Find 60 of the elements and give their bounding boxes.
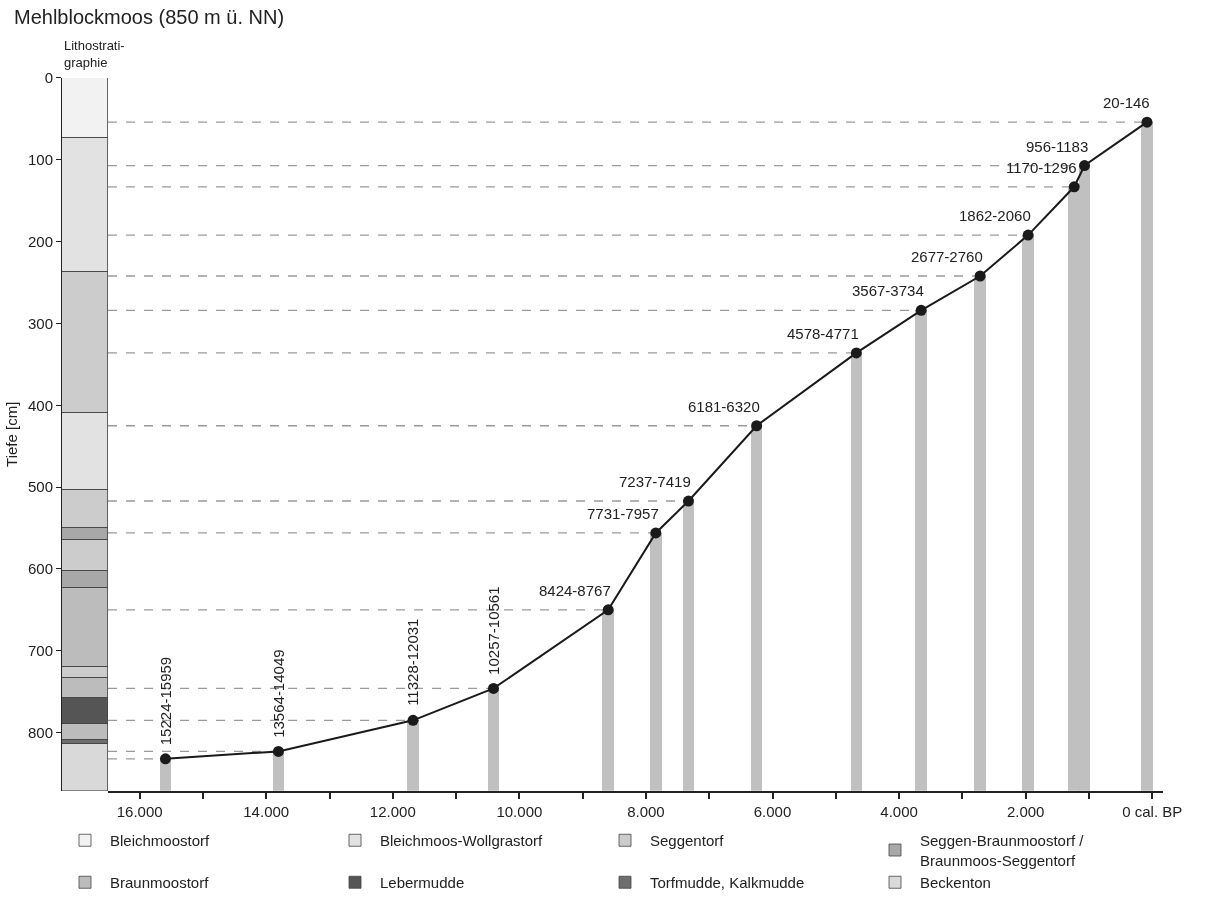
- point: [1068, 181, 1080, 193]
- point: [1141, 116, 1153, 128]
- chart-title: Mehlblockmoos (850 m ü. NN): [14, 6, 285, 28]
- x-tick-label: 4.000: [880, 803, 918, 821]
- x-tick-label: 8.000: [627, 803, 665, 821]
- legend-label: Seggentorf: [650, 832, 725, 850]
- y-tick-label: 400: [27, 396, 53, 414]
- annotation: 4578-4771: [787, 325, 859, 342]
- point: [682, 495, 694, 507]
- annotation: 8424-8767: [539, 582, 611, 599]
- point: [487, 682, 499, 694]
- annotation: 7237-7419: [619, 473, 691, 490]
- x-tick-label: 16.000: [116, 803, 163, 821]
- annotation: 6181-6320: [688, 398, 760, 415]
- legend-label: Lebermudde: [380, 874, 465, 892]
- annotation: 15224-15959: [156, 656, 174, 746]
- y-tick-label: 0: [44, 69, 53, 87]
- y-tick-label: 300: [27, 314, 53, 332]
- legend-label: Bleichmoos-Wollgrastorf: [380, 832, 544, 850]
- legend-label: Braunmoostorf: [110, 874, 210, 892]
- point: [974, 270, 986, 282]
- legend-label: Beckenton: [920, 874, 991, 892]
- legend-label: Bleichmoostorf: [110, 832, 211, 850]
- annotation: 11328-12031: [404, 618, 422, 706]
- legend-label: Torfmudde, Kalkmudde: [650, 874, 805, 892]
- x-tick-label: 0 cal. BP: [1122, 803, 1183, 821]
- annotation: 1862-2060: [959, 207, 1031, 224]
- point: [850, 347, 862, 359]
- annotation: 2677-2760: [911, 248, 983, 265]
- point: [602, 604, 614, 616]
- chart-title: Lithostrati- graphie: [64, 38, 125, 70]
- point: [915, 304, 927, 316]
- x-tick-label: 12.000: [369, 803, 416, 821]
- point: [650, 527, 662, 539]
- x-tick-label: 10.000: [496, 803, 543, 821]
- y-tick-label: 500: [27, 478, 53, 496]
- x-tick-label: 6.000: [753, 803, 792, 821]
- legend-label: Seggen-Braunmoostorf / Braunmoos-Seggentorf: [920, 832, 1085, 869]
- annotation: 10257-10561: [485, 586, 503, 675]
- point: [1079, 160, 1091, 172]
- y-tick-label: 200: [27, 232, 53, 250]
- point: [159, 753, 171, 765]
- annotation: 13564-14049: [270, 649, 288, 738]
- y-tick-label: 600: [27, 560, 53, 578]
- y-tick-label: 100: [27, 151, 53, 169]
- point: [1022, 229, 1034, 241]
- annotation: 20-146: [1103, 94, 1150, 111]
- point: [751, 420, 763, 432]
- annotation: 956-1183: [1026, 138, 1089, 155]
- x-tick-label: 14.000: [243, 803, 290, 821]
- point: [407, 714, 419, 726]
- y-tick-label: 700: [27, 642, 53, 660]
- annotation: 7731-7957: [587, 505, 659, 522]
- annotation: 1170-1296: [1006, 159, 1077, 176]
- point: [272, 745, 284, 757]
- y-axis-title: Tiefe [cm]: [3, 401, 21, 467]
- bar: [62, 743, 108, 791]
- x-tick-label: 2.000: [1006, 803, 1045, 821]
- y-tick-label: 800: [27, 723, 53, 741]
- annotation: 3567-3734: [852, 282, 924, 299]
